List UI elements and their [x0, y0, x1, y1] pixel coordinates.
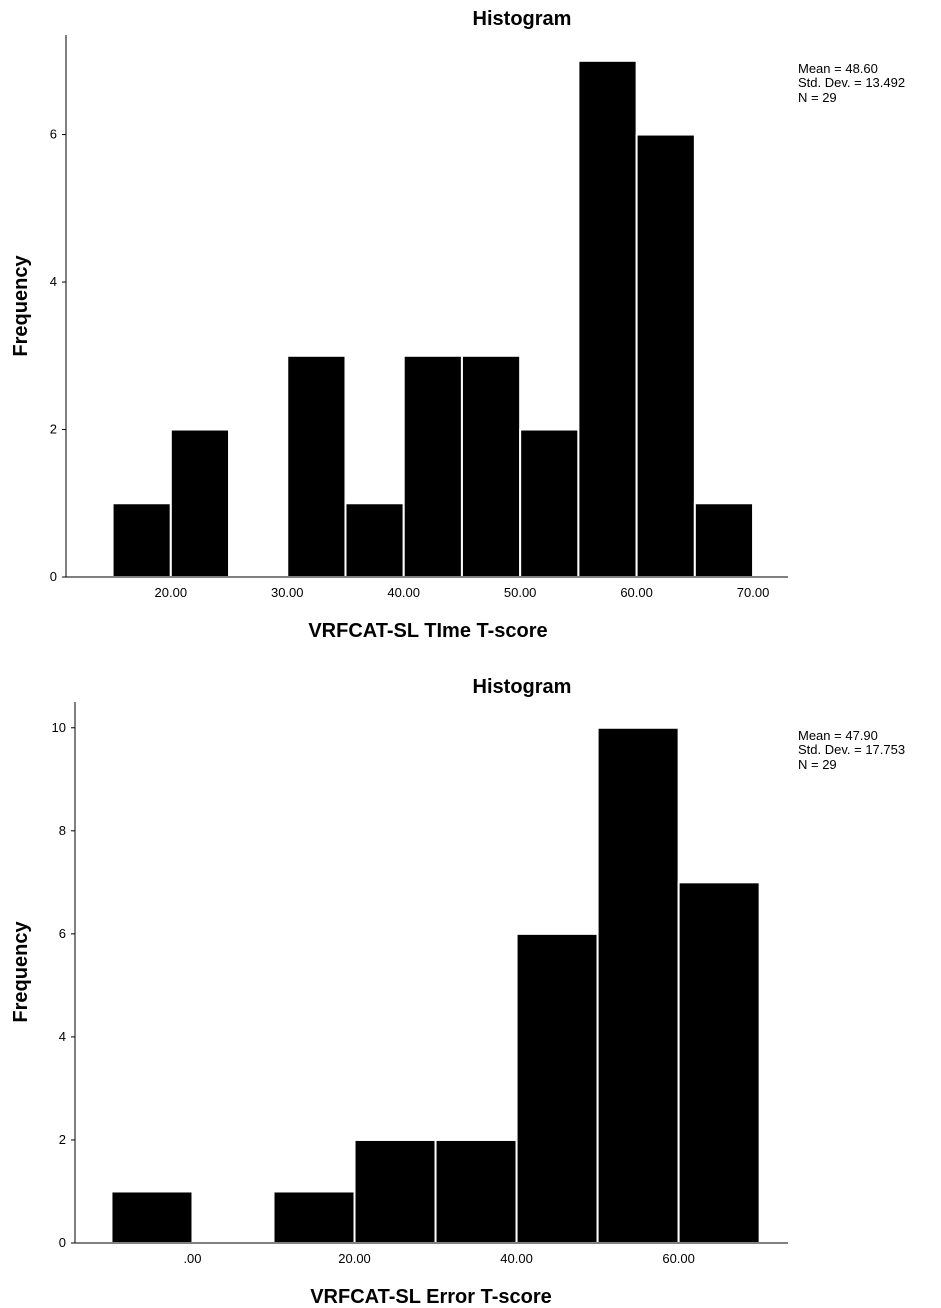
x-axis-title: VRFCAT-SL Error T-score	[310, 1286, 552, 1308]
histogram-bar	[517, 934, 598, 1243]
histogram-bar	[355, 1140, 436, 1243]
histogram-bar	[598, 728, 679, 1243]
x-tick-label: 60.00	[620, 585, 653, 600]
y-tick-label: 6	[50, 127, 57, 142]
bars-group	[111, 728, 759, 1243]
y-tick-label: 2	[59, 1132, 66, 1147]
histogram-bar	[462, 356, 520, 577]
y-tick-label: 0	[59, 1235, 66, 1250]
y-tick-label: 4	[50, 274, 57, 289]
x-tick-label: 50.00	[504, 585, 537, 600]
y-axis-title: Frequency	[10, 255, 32, 357]
x-tick-label: 40.00	[500, 1251, 533, 1266]
y-axis-title: Frequency	[10, 921, 32, 1023]
chart-title: Histogram	[473, 8, 572, 30]
x-tick-label: 20.00	[338, 1251, 371, 1266]
chart-title: Histogram	[473, 676, 572, 698]
stats-mean: Mean = 48.60	[798, 61, 878, 76]
histogram-bar	[404, 356, 462, 577]
histogram-bar	[274, 1191, 355, 1243]
y-tick-label: 2	[50, 422, 57, 437]
x-tick-label: 20.00	[155, 585, 188, 600]
stats-std-dev: Std. Dev. = 17.753	[798, 742, 905, 757]
x-axis-title: VRFCAT-SL TIme T-score	[308, 620, 547, 642]
histogram-time-tscore: Histogram 0 2 4 6 20.00 30.00 40.00 50.00 60.00…	[0, 0, 941, 654]
histogram-bar	[113, 503, 171, 577]
histogram-bar	[345, 503, 403, 577]
histogram-bar	[637, 135, 695, 577]
y-tick-label: 10	[52, 720, 66, 735]
histogram-bar	[436, 1140, 517, 1243]
y-tick-label: 6	[59, 926, 66, 941]
x-tick-label: 30.00	[271, 585, 304, 600]
y-tick-label: 4	[59, 1029, 66, 1044]
histogram-bar	[520, 430, 578, 577]
histogram-bar	[679, 882, 760, 1243]
stats-n: N = 29	[798, 757, 837, 772]
x-ticks: .00 20.00 40.00 60.00	[183, 1251, 694, 1266]
histogram-bar	[171, 430, 229, 577]
histogram-bar	[287, 356, 345, 577]
x-tick-label: 60.00	[662, 1251, 695, 1266]
y-ticks: 0 2 4 6 8 10	[52, 720, 75, 1250]
histogram-bar	[578, 61, 636, 577]
y-ticks: 0 2 4 6	[50, 127, 66, 584]
histogram-bar	[695, 503, 753, 577]
x-tick-label: 70.00	[737, 585, 770, 600]
x-tick-label: 40.00	[387, 585, 420, 600]
y-tick-label: 8	[59, 823, 66, 838]
x-ticks: 20.00 30.00 40.00 50.00 60.00 70.00	[155, 585, 770, 600]
bars-group	[113, 61, 753, 577]
stats-n: N = 29	[798, 90, 837, 105]
stats-std-dev: Std. Dev. = 13.492	[798, 75, 905, 90]
histogram-error-tscore: Histogram 0 2 4 6 8 10 .00 20.00 40.00 60.00 VRF…	[0, 654, 941, 1308]
y-tick-label: 0	[50, 569, 57, 584]
x-tick-label: .00	[183, 1251, 201, 1266]
histogram-bar	[111, 1191, 192, 1243]
stats-mean: Mean = 47.90	[798, 728, 878, 743]
